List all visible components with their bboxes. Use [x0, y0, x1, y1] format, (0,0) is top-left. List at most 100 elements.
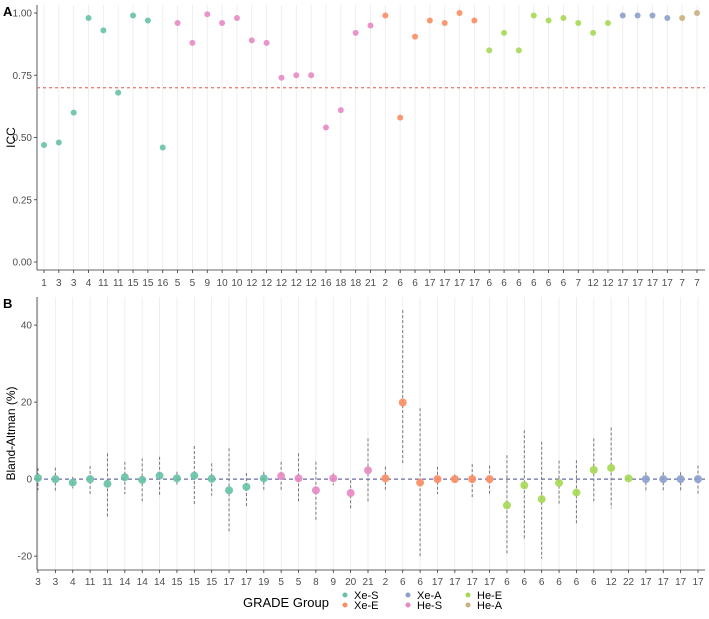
x-tick-label: 12	[606, 577, 618, 588]
x-tick-label: 5	[190, 278, 196, 289]
data-point-Xe-A	[634, 12, 641, 19]
x-tick-label: 12	[246, 278, 258, 289]
legend-label-He-S: He-S	[417, 600, 442, 612]
data-point-Xe-S	[41, 141, 47, 148]
x-tick-label: 6	[417, 577, 423, 588]
x-tick-label: 15	[171, 577, 183, 588]
data-point-He-E	[502, 501, 511, 510]
data-point-He-S	[189, 39, 196, 46]
x-tick-label: 3	[71, 278, 77, 289]
data-point-He-E	[604, 19, 611, 26]
x-tick-label: 6	[539, 577, 545, 588]
data-point-Xe-S	[225, 486, 234, 495]
y-tick-label: 0.75	[13, 71, 33, 82]
x-tick-label: 6	[397, 278, 403, 289]
x-tick-label: 16	[157, 278, 169, 289]
x-tick-label: 7	[575, 278, 581, 289]
legend-swatch-He-E	[465, 592, 471, 598]
x-tick-label: 14	[154, 577, 166, 588]
y-tick-label: 0	[26, 475, 32, 486]
x-tick-label: 6	[522, 577, 528, 588]
x-tick-label: 17	[467, 577, 479, 588]
legend-swatch-He-A	[465, 602, 471, 608]
x-tick-label: 16	[320, 278, 332, 289]
x-tick-label: 15	[127, 278, 139, 289]
data-point-He-S	[248, 37, 255, 44]
x-tick-label: 15	[206, 577, 218, 588]
x-tick-label: 17	[432, 577, 444, 588]
x-tick-label: 17	[454, 278, 466, 289]
x-tick-label: 11	[98, 278, 109, 289]
x-tick-label: 6	[501, 278, 507, 289]
data-point-Xe-S	[259, 474, 268, 483]
x-tick-label: 6	[591, 577, 597, 588]
x-tick-label: 17	[647, 278, 659, 289]
x-tick-label: 15	[142, 278, 154, 289]
data-point-Xe-E	[382, 12, 389, 19]
x-tick-label: 3	[35, 577, 41, 588]
x-tick-label: 10	[217, 278, 229, 289]
data-point-He-E	[537, 495, 546, 504]
data-point-Xe-S	[120, 473, 129, 482]
x-tick-label: 17	[469, 278, 481, 289]
data-point-Xe-A	[659, 475, 668, 484]
data-point-He-E	[555, 478, 564, 487]
x-tick-label: 19	[258, 577, 270, 588]
data-point-Xe-E	[397, 114, 404, 121]
data-point-Xe-S	[159, 144, 166, 151]
data-point-He-S	[263, 39, 270, 46]
data-point-Xe-A	[664, 14, 671, 21]
data-point-Xe-E	[450, 475, 459, 484]
data-point-He-S	[346, 488, 355, 497]
x-tick-label: 2	[383, 278, 389, 289]
data-point-Xe-E	[456, 10, 463, 16]
data-point-Xe-S	[55, 139, 62, 146]
x-tick-label: 5	[175, 278, 181, 289]
x-tick-label: 7	[679, 278, 685, 289]
x-tick-label: 12	[602, 278, 614, 289]
data-point-He-S	[337, 107, 344, 114]
x-tick-label: 12	[261, 278, 273, 289]
x-tick-label: 12	[588, 278, 600, 289]
data-point-He-E	[545, 17, 552, 24]
data-point-He-E	[624, 474, 633, 483]
x-tick-label: 14	[137, 577, 149, 588]
data-point-He-E	[589, 465, 598, 474]
x-tick-label: 6	[574, 577, 580, 588]
data-point-He-S	[293, 72, 300, 79]
x-tick-label: 8	[313, 577, 319, 588]
x-tick-label: 3	[53, 577, 59, 588]
x-tick-label: 17	[424, 278, 436, 289]
data-point-Xe-S	[51, 475, 60, 484]
data-point-Xe-S	[70, 109, 77, 116]
y-tick-label: -20	[18, 552, 33, 563]
data-point-Xe-S	[86, 475, 95, 484]
data-point-Xe-A	[649, 12, 656, 19]
data-point-Xe-S	[85, 14, 92, 21]
y-axis-title: Bland-Altman (%)	[4, 386, 18, 480]
data-point-Xe-S	[68, 478, 77, 487]
data-point-He-S	[352, 29, 359, 36]
x-tick-label: 9	[204, 278, 210, 289]
x-tick-label: 6	[561, 278, 567, 289]
data-point-Xe-E	[398, 398, 407, 407]
legend-label-He-E: He-E	[477, 590, 502, 602]
x-tick-label: 11	[85, 577, 96, 588]
data-point-Xe-S	[130, 12, 137, 19]
x-tick-label: 17	[241, 577, 253, 588]
x-tick-label: 12	[276, 278, 288, 289]
data-point-Xe-S	[172, 474, 181, 483]
x-tick-label: 17	[449, 577, 461, 588]
x-tick-label: 17	[617, 278, 629, 289]
data-point-He-E	[590, 29, 597, 36]
x-tick-label: 17	[662, 278, 674, 289]
data-point-Xe-S	[144, 17, 151, 24]
data-point-Xe-E	[416, 478, 425, 487]
data-point-He-E	[520, 481, 529, 490]
panel-label-A: A	[3, 4, 13, 19]
data-point-Xe-S	[103, 479, 112, 488]
x-tick-label: 6	[400, 577, 406, 588]
x-tick-label: 12	[291, 278, 303, 289]
